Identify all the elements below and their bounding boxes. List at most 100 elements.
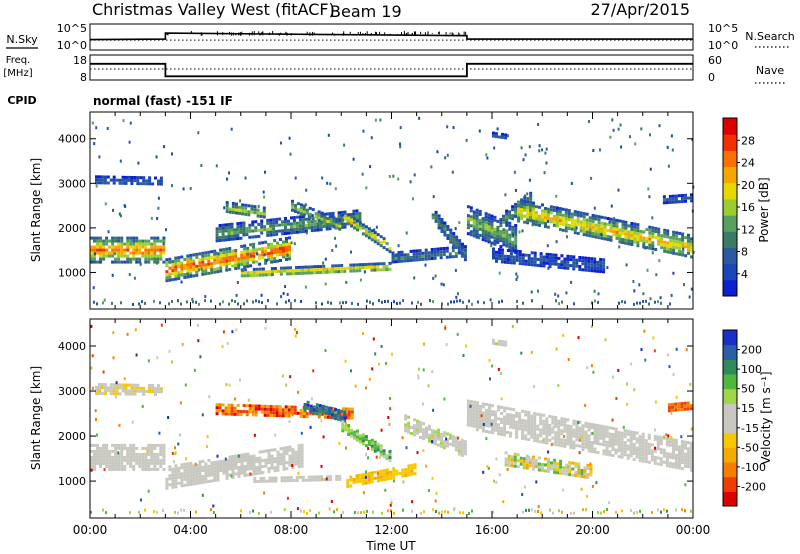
velocity-cell bbox=[135, 353, 138, 357]
power-cell bbox=[529, 209, 532, 213]
velocity-colorbar-tick-label: 50 bbox=[741, 383, 755, 396]
power-cell bbox=[288, 248, 291, 252]
power-cell bbox=[288, 236, 291, 240]
power-cell bbox=[272, 230, 276, 234]
velocity-cell bbox=[368, 377, 371, 381]
power-cell bbox=[236, 281, 239, 284]
power-cell bbox=[402, 299, 404, 303]
velocity-cell bbox=[550, 467, 553, 471]
velocity-cell bbox=[554, 443, 558, 447]
power-cell bbox=[270, 251, 274, 255]
velocity-cell bbox=[641, 435, 645, 439]
power-cell bbox=[624, 226, 628, 230]
velocity-cell bbox=[602, 434, 606, 438]
velocity-cell bbox=[528, 456, 531, 459]
power-cell bbox=[688, 295, 691, 299]
velocity-cell bbox=[410, 463, 414, 467]
velocity-cell bbox=[513, 461, 517, 465]
power-cell bbox=[276, 269, 280, 273]
power-cell bbox=[654, 248, 658, 251]
velocity-cell bbox=[572, 431, 576, 435]
power-cell bbox=[126, 239, 130, 243]
power-cell bbox=[648, 246, 652, 250]
power-cell bbox=[325, 267, 329, 271]
velocity-cell bbox=[478, 419, 482, 423]
power-cell bbox=[400, 253, 404, 257]
velocity-cell bbox=[234, 463, 238, 467]
velocity-cell bbox=[239, 410, 243, 413]
velocity-cell bbox=[659, 460, 663, 464]
velocity-cell bbox=[386, 474, 389, 478]
power-cell bbox=[99, 251, 102, 255]
velocity-cell bbox=[469, 409, 473, 413]
velocity-cell bbox=[274, 476, 278, 480]
velocity-cell bbox=[159, 461, 163, 465]
power-cell bbox=[511, 214, 515, 218]
velocity-cell bbox=[454, 436, 458, 440]
velocity-cell bbox=[126, 449, 130, 453]
velocity-cell bbox=[677, 408, 681, 412]
power-cell bbox=[198, 261, 202, 265]
velocity-cell bbox=[451, 438, 455, 441]
power-cell bbox=[516, 275, 519, 279]
velocity-cell bbox=[379, 453, 383, 457]
power-cell bbox=[228, 247, 232, 250]
power-cell bbox=[281, 232, 285, 236]
velocity-cell bbox=[591, 431, 594, 435]
power-cell bbox=[240, 244, 244, 248]
power-cell bbox=[243, 302, 245, 306]
velocity-cell bbox=[142, 392, 146, 396]
power-cell bbox=[549, 255, 551, 258]
power-cell bbox=[529, 206, 532, 210]
power-cell bbox=[579, 220, 583, 224]
velocity-cell bbox=[560, 417, 564, 421]
velocity-cell bbox=[584, 442, 588, 446]
velocity-cell bbox=[276, 462, 280, 466]
power-cell bbox=[352, 269, 356, 273]
power-cell bbox=[279, 244, 282, 247]
power-cell bbox=[284, 223, 287, 226]
power-cell bbox=[261, 267, 265, 271]
velocity-cell bbox=[518, 424, 522, 428]
velocity-cell bbox=[468, 512, 470, 515]
power-cell bbox=[597, 227, 601, 231]
velocity-cell bbox=[602, 425, 606, 429]
power-cell bbox=[503, 254, 507, 258]
velocity-cell bbox=[488, 415, 491, 419]
power-cell bbox=[448, 255, 452, 259]
power-cell bbox=[126, 236, 130, 240]
power-cell bbox=[570, 224, 574, 228]
power-cell bbox=[159, 245, 163, 249]
velocity-cell bbox=[422, 368, 425, 372]
power-cell bbox=[340, 210, 344, 214]
power-cell bbox=[186, 266, 190, 270]
velocity-cell bbox=[337, 414, 341, 418]
power-cell bbox=[514, 245, 518, 248]
velocity-cell bbox=[142, 386, 146, 390]
velocity-cell bbox=[168, 474, 172, 478]
power-cell bbox=[573, 225, 577, 229]
power-cell bbox=[98, 175, 101, 179]
velocity-cell bbox=[237, 460, 241, 463]
velocity-cell bbox=[515, 423, 519, 427]
velocity-cell bbox=[130, 386, 134, 390]
velocity-cell bbox=[512, 417, 516, 421]
power-cell bbox=[227, 223, 231, 226]
power-cell bbox=[566, 263, 570, 267]
power-cell bbox=[139, 182, 143, 186]
power-cell bbox=[234, 249, 238, 252]
power-cell bbox=[239, 227, 243, 231]
velocity-cell bbox=[677, 451, 681, 455]
power-cell bbox=[285, 300, 287, 304]
power-cell bbox=[385, 268, 389, 271]
power-cell bbox=[121, 178, 125, 182]
power-cell bbox=[533, 263, 537, 267]
velocity-cell bbox=[513, 464, 517, 468]
velocity-cell bbox=[269, 408, 273, 411]
velocity-cell bbox=[153, 455, 157, 459]
velocity-cell bbox=[204, 468, 208, 472]
power-cell bbox=[636, 223, 640, 227]
power-cell bbox=[123, 251, 127, 255]
power-cell bbox=[216, 255, 220, 259]
velocity-cell bbox=[267, 467, 271, 471]
